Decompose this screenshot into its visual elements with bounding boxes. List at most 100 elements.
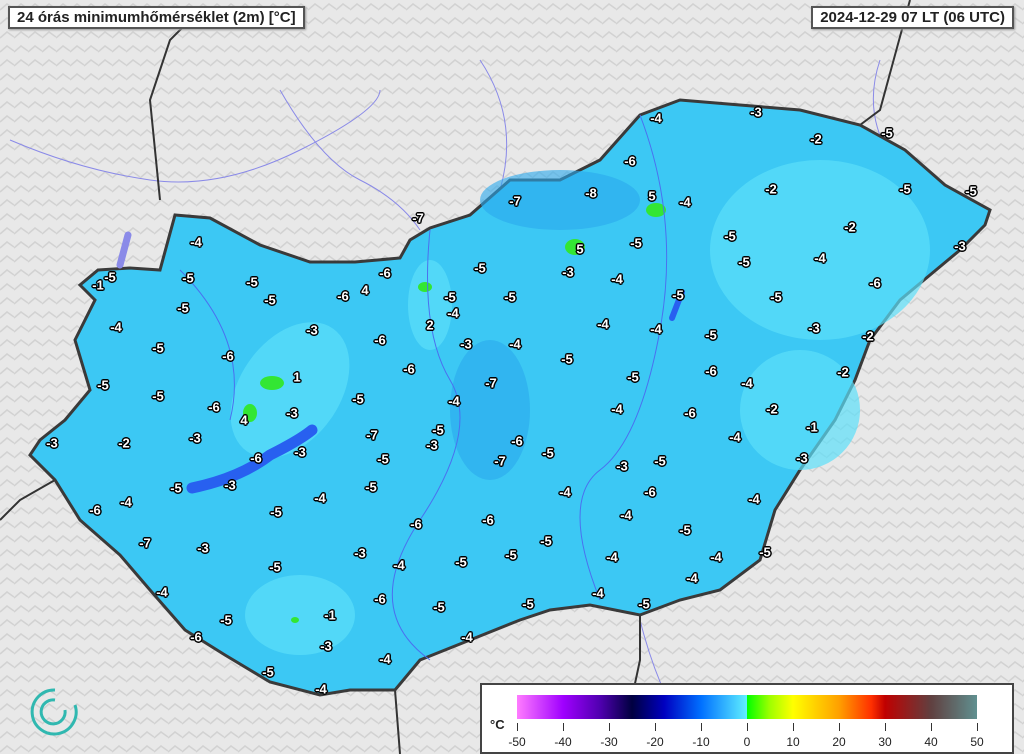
station-value: -4 bbox=[620, 507, 632, 523]
legend-tick-mark bbox=[701, 723, 702, 731]
rivers-outside bbox=[9, 59, 901, 754]
legend-tick-label: 10 bbox=[786, 735, 800, 749]
station-value: -7 bbox=[412, 210, 424, 226]
station-value: -6 bbox=[684, 405, 696, 421]
station-value: -5 bbox=[899, 181, 911, 197]
station-value: -6 bbox=[208, 399, 220, 415]
station-value: -5 bbox=[246, 274, 258, 290]
legend-tick-label: 40 bbox=[924, 735, 938, 749]
station-value: -6 bbox=[379, 265, 391, 281]
station-value: -4 bbox=[592, 585, 604, 601]
station-value: -5 bbox=[97, 377, 109, 393]
station-value: -5 bbox=[672, 287, 684, 303]
station-value: -5 bbox=[104, 269, 116, 285]
station-value: -2 bbox=[766, 401, 778, 417]
legend-tick-mark bbox=[885, 723, 886, 731]
station-value: -4 bbox=[679, 194, 691, 210]
rivers bbox=[179, 114, 668, 661]
station-value: -4 bbox=[597, 316, 609, 332]
station-value: -5 bbox=[365, 479, 377, 495]
station-value: -4 bbox=[748, 491, 760, 507]
station-value: -5 bbox=[182, 270, 194, 286]
station-value: -5 bbox=[455, 554, 467, 570]
legend-unit: °C bbox=[490, 717, 505, 732]
station-value: -1 bbox=[324, 607, 336, 623]
station-value: -5 bbox=[627, 369, 639, 385]
station-value: -4 bbox=[461, 629, 473, 645]
station-value: -4 bbox=[611, 271, 623, 287]
station-value: -3 bbox=[562, 264, 574, 280]
station-value: -5 bbox=[377, 451, 389, 467]
station-value: -3 bbox=[750, 104, 762, 120]
legend-color-bar bbox=[517, 695, 977, 719]
lake-tisza bbox=[669, 289, 685, 321]
station-value: -5 bbox=[638, 596, 650, 612]
colder-zones bbox=[450, 170, 640, 480]
station-value: -6 bbox=[190, 629, 202, 645]
warmer-zones bbox=[230, 160, 930, 655]
station-value: -5 bbox=[152, 340, 164, 356]
station-value: -5 bbox=[561, 351, 573, 367]
map-title: 24 órás minimumhőmérséklet (2m) [°C] bbox=[8, 6, 305, 29]
legend-tick-label: -30 bbox=[600, 735, 618, 749]
station-value: -2 bbox=[765, 181, 777, 197]
legend-tick-mark bbox=[517, 723, 518, 731]
station-value: -7 bbox=[494, 453, 506, 469]
station-value: -6 bbox=[410, 516, 422, 532]
station-value: -4 bbox=[741, 375, 753, 391]
station-value: -5 bbox=[881, 125, 893, 141]
station-value: -5 bbox=[759, 544, 771, 560]
station-value: -7 bbox=[509, 193, 521, 209]
station-value: -6 bbox=[869, 275, 881, 291]
station-value: -2 bbox=[837, 364, 849, 380]
station-value: -4 bbox=[110, 319, 122, 335]
station-value: 4 bbox=[361, 282, 369, 298]
station-value: -3 bbox=[46, 435, 58, 451]
station-value: -6 bbox=[337, 288, 349, 304]
station-value: -6 bbox=[374, 591, 386, 607]
station-value: -3 bbox=[189, 430, 201, 446]
station-value: -5 bbox=[269, 559, 281, 575]
station-value: -4 bbox=[120, 494, 132, 510]
station-value: -6 bbox=[89, 502, 101, 518]
station-value: -7 bbox=[485, 375, 497, 391]
station-value: -5 bbox=[352, 391, 364, 407]
legend-tick-mark bbox=[655, 723, 656, 731]
station-value: -5 bbox=[264, 292, 276, 308]
lake-balaton bbox=[186, 424, 318, 494]
station-value: -4 bbox=[190, 234, 202, 250]
station-value: -5 bbox=[262, 664, 274, 680]
station-value: -4 bbox=[686, 570, 698, 586]
color-legend: °C -50 -40 -30 -20 -10 0 10 20 30 40 50 bbox=[480, 683, 1014, 754]
station-value: -4 bbox=[379, 651, 391, 667]
station-value: -3 bbox=[616, 458, 628, 474]
legend-tick-mark bbox=[609, 723, 610, 731]
station-value: -3 bbox=[286, 405, 298, 421]
station-value: -4 bbox=[710, 549, 722, 565]
station-value: -6 bbox=[403, 361, 415, 377]
legend-tick-mark bbox=[747, 723, 748, 731]
legend-tick-label: -50 bbox=[508, 735, 526, 749]
station-value: -3 bbox=[354, 545, 366, 561]
station-value: -5 bbox=[170, 480, 182, 496]
station-value: -5 bbox=[965, 183, 977, 199]
station-value: -4 bbox=[650, 321, 662, 337]
station-value: -6 bbox=[644, 484, 656, 500]
station-value: -4 bbox=[156, 584, 168, 600]
station-value: -6 bbox=[250, 450, 262, 466]
station-value: -5 bbox=[724, 228, 736, 244]
station-value: -5 bbox=[654, 453, 666, 469]
logo bbox=[30, 688, 78, 736]
station-value: -7 bbox=[139, 535, 151, 551]
legend-tick-label: 0 bbox=[743, 735, 751, 749]
station-value: -5 bbox=[540, 533, 552, 549]
station-value: -4 bbox=[448, 393, 460, 409]
station-value: -4 bbox=[315, 681, 327, 697]
station-value: 1 bbox=[293, 369, 301, 385]
station-value: 5 bbox=[648, 188, 656, 204]
station-value: -4 bbox=[393, 557, 405, 573]
station-value: -6 bbox=[624, 153, 636, 169]
station-value: -3 bbox=[224, 477, 236, 493]
station-value: -5 bbox=[505, 547, 517, 563]
station-value: -6 bbox=[705, 363, 717, 379]
